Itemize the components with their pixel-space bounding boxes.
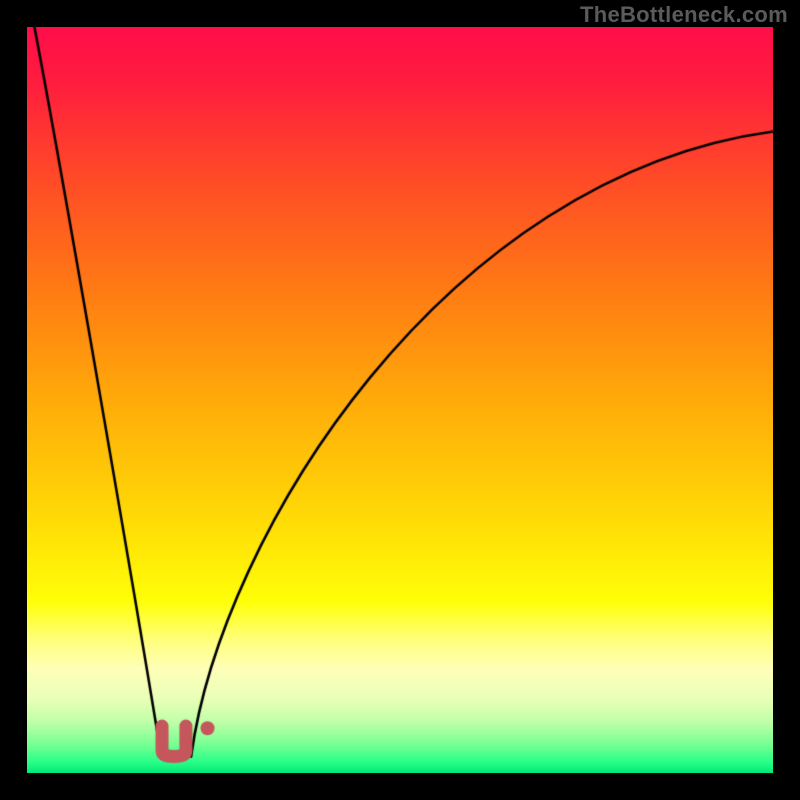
watermark-text: TheBottleneck.com — [580, 2, 788, 28]
plot-area — [27, 27, 773, 773]
curve-layer — [27, 27, 773, 773]
stage: TheBottleneck.com — [0, 0, 800, 800]
